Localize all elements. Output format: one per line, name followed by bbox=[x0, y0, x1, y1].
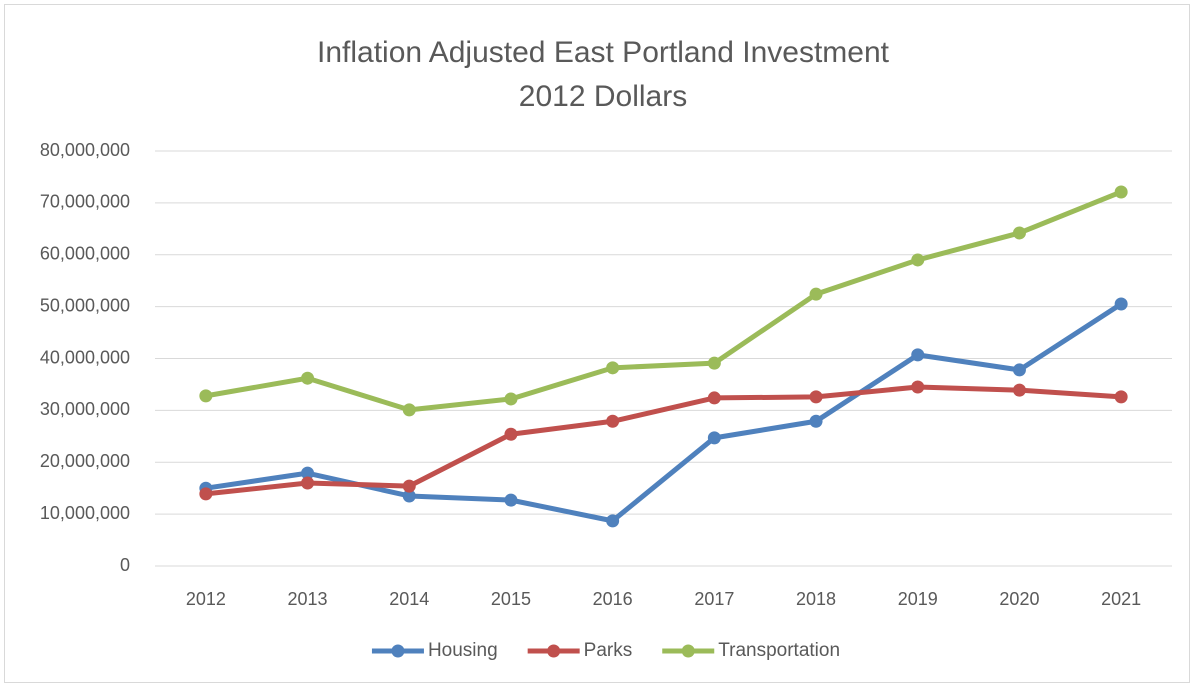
data-point bbox=[1114, 185, 1128, 199]
y-tick-label: 60,000,000 bbox=[40, 244, 130, 264]
series-line bbox=[205, 189, 1123, 413]
legend-marker bbox=[547, 644, 561, 658]
series-line bbox=[205, 384, 1122, 497]
x-tick-label: 2018 bbox=[796, 589, 836, 609]
data-point bbox=[301, 466, 315, 480]
chart-subtitle: 2012 Dollars bbox=[519, 80, 687, 113]
x-tick-label: 2014 bbox=[389, 589, 429, 609]
data-point bbox=[606, 514, 620, 528]
data-point bbox=[606, 414, 620, 428]
data-point bbox=[1114, 297, 1128, 311]
x-tick-label: 2012 bbox=[186, 589, 226, 609]
data-point bbox=[1012, 363, 1026, 377]
y-tick-label: 70,000,000 bbox=[40, 192, 130, 212]
y-tick-label: 20,000,000 bbox=[40, 451, 130, 471]
data-point bbox=[402, 489, 416, 503]
data-point bbox=[911, 253, 925, 267]
chart-border bbox=[4, 4, 1190, 683]
legend-marker bbox=[681, 644, 695, 658]
legend-marker bbox=[391, 644, 405, 658]
data-point bbox=[301, 476, 315, 490]
x-tick-label: 2016 bbox=[593, 589, 633, 609]
data-point bbox=[911, 348, 925, 362]
data-point bbox=[504, 493, 518, 507]
y-tick-label: 40,000,000 bbox=[40, 347, 130, 367]
legend-label: Parks bbox=[584, 640, 633, 661]
x-tick-label: 2019 bbox=[898, 589, 938, 609]
y-tick-label: 10,000,000 bbox=[40, 503, 130, 523]
legend-label: Transportation bbox=[718, 640, 840, 661]
data-point bbox=[1012, 383, 1026, 397]
data-point bbox=[606, 361, 620, 375]
y-tick-label: 80,000,000 bbox=[40, 140, 130, 160]
chart-title: Inflation Adjusted East Portland Investm… bbox=[317, 36, 890, 69]
data-point bbox=[402, 403, 416, 417]
data-point bbox=[1012, 226, 1026, 240]
y-tick-label: 0 bbox=[120, 555, 130, 575]
data-point bbox=[1114, 390, 1128, 404]
data-point bbox=[504, 392, 518, 406]
data-point bbox=[809, 287, 823, 301]
x-tick-label: 2017 bbox=[694, 589, 734, 609]
x-tick-label: 2013 bbox=[288, 589, 328, 609]
data-point bbox=[402, 479, 416, 493]
x-tick-label: 2020 bbox=[999, 589, 1039, 609]
data-point bbox=[911, 380, 925, 394]
y-tick-label: 50,000,000 bbox=[40, 295, 130, 315]
data-point bbox=[809, 390, 823, 404]
data-point bbox=[504, 427, 518, 441]
data-point bbox=[301, 371, 315, 385]
x-tick-label: 2021 bbox=[1101, 589, 1141, 609]
data-point bbox=[707, 431, 721, 445]
data-point bbox=[199, 487, 213, 501]
legend-label: Housing bbox=[428, 640, 498, 661]
data-point bbox=[199, 389, 213, 403]
data-point bbox=[809, 414, 823, 428]
x-tick-label: 2015 bbox=[491, 589, 531, 609]
data-point bbox=[707, 356, 721, 370]
data-point bbox=[707, 391, 721, 405]
y-tick-label: 30,000,000 bbox=[40, 399, 130, 419]
